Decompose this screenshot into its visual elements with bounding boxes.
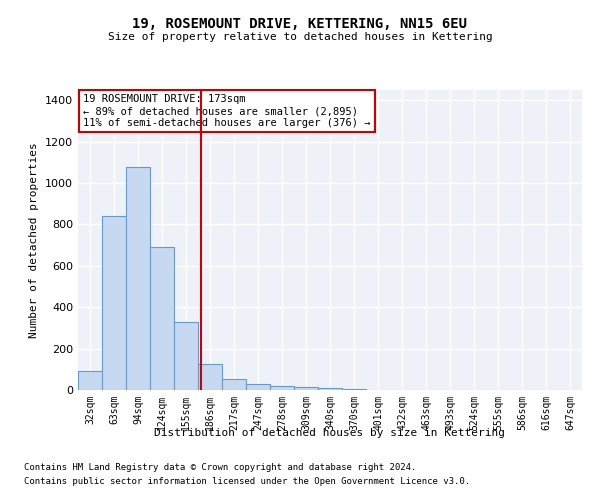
Y-axis label: Number of detached properties: Number of detached properties	[29, 142, 40, 338]
Text: Distribution of detached houses by size in Kettering: Distribution of detached houses by size …	[155, 428, 505, 438]
Bar	[198, 364, 222, 390]
Bar	[318, 388, 342, 390]
Text: 19, ROSEMOUNT DRIVE, KETTERING, NN15 6EU: 19, ROSEMOUNT DRIVE, KETTERING, NN15 6EU	[133, 18, 467, 32]
Bar	[294, 387, 318, 390]
Bar	[126, 166, 150, 390]
Bar	[102, 216, 126, 390]
Bar	[222, 378, 246, 390]
Text: Contains HM Land Registry data © Crown copyright and database right 2024.: Contains HM Land Registry data © Crown c…	[24, 464, 416, 472]
Text: 19 ROSEMOUNT DRIVE: 173sqm
← 89% of detached houses are smaller (2,895)
11% of s: 19 ROSEMOUNT DRIVE: 173sqm ← 89% of deta…	[83, 94, 371, 128]
Bar	[246, 384, 270, 390]
Bar	[78, 372, 102, 390]
Bar	[174, 322, 198, 390]
Text: Contains public sector information licensed under the Open Government Licence v3: Contains public sector information licen…	[24, 477, 470, 486]
Text: Size of property relative to detached houses in Kettering: Size of property relative to detached ho…	[107, 32, 493, 42]
Bar	[270, 386, 294, 390]
Bar	[150, 247, 174, 390]
